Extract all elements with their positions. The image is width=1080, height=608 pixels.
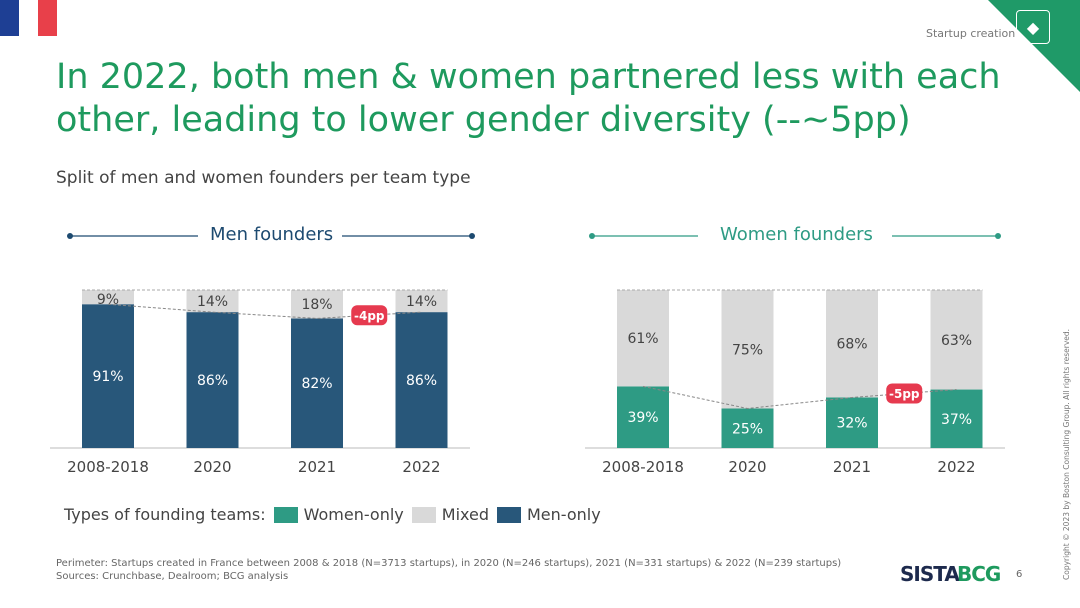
page-subtitle: Split of men and women founders per team… — [56, 168, 471, 188]
briefcase-icon: ◆ — [1016, 10, 1050, 44]
bcg-logo: BCG — [957, 562, 1001, 586]
women-category-label: 2020 — [728, 458, 766, 476]
women-bar-women-only — [826, 397, 878, 448]
women-label-women-only: 25% — [732, 421, 763, 437]
footnote-sources: Sources: Crunchbase, Dealroom; BCG analy… — [56, 571, 289, 582]
men-bar-mixed — [395, 290, 448, 313]
men-founders-title: Men founders — [210, 224, 334, 245]
copyright-note: Copyright © 2023 by Boston Consulting Gr… — [1062, 328, 1071, 580]
section-tag: Startup creation — [926, 27, 1016, 40]
women-label-mixed: 63% — [941, 333, 972, 349]
legend-swatch-men-only — [497, 506, 521, 523]
legend-item-mixed: Mixed — [441, 505, 489, 524]
women-founders-title: Women founders — [720, 224, 873, 245]
footnote-perimeter: Perimeter: Startups created in France be… — [56, 558, 842, 569]
men-category-label: 2020 — [193, 458, 231, 476]
women-category-label: 2021 — [833, 458, 871, 476]
men-label-men-only: 82% — [301, 376, 332, 392]
legend-label: Types of founding teams: — [64, 505, 266, 524]
flag-red-stripe — [38, 0, 57, 36]
corner-accent — [988, 0, 1080, 92]
men-category-label: 2021 — [298, 458, 336, 476]
women-founders-chart: 39% 61% 2008-2018 25% 75% 2020 32% 68% 2021 37% 63… — [585, 289, 1005, 476]
men-change-badge — [351, 305, 388, 326]
page-number: 6 — [1016, 569, 1023, 580]
women-label-women-only: 37% — [941, 412, 972, 428]
women-category-label: 2022 — [937, 458, 975, 476]
flag-blue-stripe — [0, 0, 19, 36]
women-change-badge — [886, 383, 923, 404]
men-bar-mixed — [82, 290, 134, 305]
men-founders-chart: 91% 9% 2008-2018 86% 14% 2020 82% 18% 2021 86% 14%… — [50, 289, 470, 476]
women-label-mixed: 61% — [627, 331, 658, 347]
women-label-mixed: 68% — [836, 337, 867, 353]
women-category-label: 2008-2018 — [602, 458, 684, 476]
men-bar-men-only — [186, 312, 239, 448]
women-change-label: -5pp — [889, 387, 920, 401]
men-label-mixed: 9% — [97, 292, 119, 308]
men-label-men-only: 86% — [197, 373, 228, 389]
flag-white-stripe — [19, 0, 38, 36]
men-category-label: 2008-2018 — [67, 458, 149, 476]
women-label-mixed: 75% — [732, 342, 763, 358]
legend-swatch-mixed — [411, 506, 436, 523]
women-label-women-only: 32% — [836, 416, 867, 432]
legend-swatch-women-only — [273, 506, 298, 523]
women-bar-women-only — [617, 386, 669, 448]
men-bar-mixed — [291, 290, 343, 319]
men-label-men-only: 86% — [406, 373, 437, 389]
men-label-mixed: 14% — [406, 294, 437, 310]
men-bar-mixed — [186, 290, 239, 313]
legend-item-men-only: Men-only — [527, 505, 601, 524]
women-bar-women-only — [930, 389, 983, 448]
women-bar-mixed — [826, 290, 878, 398]
men-bar-men-only — [82, 304, 134, 448]
men-change-label: -4pp — [354, 309, 385, 323]
men-label-mixed: 14% — [197, 294, 228, 310]
chart-legend: Types of founding teams: Women-only Mixe… — [64, 505, 601, 524]
page-title: In 2022, both men & women partnered less… — [56, 57, 1001, 140]
legend-item-women-only: Women-only — [303, 505, 404, 524]
france-flag-icon — [0, 0, 57, 36]
panel-header-lines — [67, 233, 1001, 239]
men-category-label: 2022 — [402, 458, 440, 476]
women-label-women-only: 39% — [627, 410, 658, 426]
men-label-men-only: 91% — [92, 369, 123, 385]
women-bar-mixed — [617, 290, 669, 387]
women-bar-mixed — [930, 290, 983, 390]
men-label-mixed: 18% — [301, 297, 332, 313]
sista-logo: SISTA — [900, 562, 960, 586]
women-bar-mixed — [721, 290, 774, 409]
men-bar-men-only — [291, 318, 343, 448]
women-bar-women-only — [721, 408, 774, 448]
men-bar-men-only — [395, 312, 448, 448]
